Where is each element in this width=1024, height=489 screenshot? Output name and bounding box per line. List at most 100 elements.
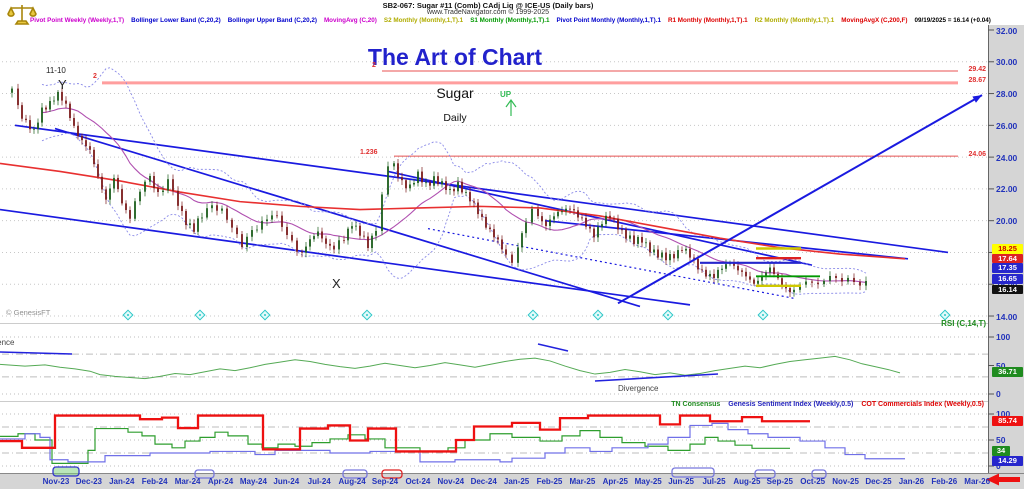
scroll-left-arrow-icon[interactable] bbox=[986, 473, 1020, 486]
candle-body bbox=[325, 238, 327, 244]
legend-item[interactable]: Bollinger Upper Band (C,20,2) bbox=[227, 16, 317, 24]
step-line-cot-commercials-index-weekly- bbox=[0, 414, 810, 453]
legend-item[interactable]: Genesis Sentiment Index (Weekly,0.5) bbox=[728, 401, 854, 408]
date-tick-label: Sep-25 bbox=[766, 477, 793, 486]
candle-body bbox=[505, 249, 507, 255]
price-tick-label: 26.00 bbox=[996, 120, 1018, 131]
candle-body bbox=[251, 230, 253, 237]
date-tick-label: Jan-25 bbox=[503, 477, 530, 486]
candle-body bbox=[226, 208, 228, 220]
date-note: 11-10 bbox=[46, 66, 66, 75]
price-tick-label: 24.00 bbox=[996, 152, 1018, 163]
panel-tick-label: 50 bbox=[996, 435, 1006, 445]
candle-body bbox=[425, 182, 427, 184]
moving-avg-200 bbox=[0, 162, 906, 260]
candle-body bbox=[393, 163, 395, 167]
legend-item[interactable]: MovingAvg (C,20) bbox=[323, 16, 377, 24]
price-tick-label: 20.00 bbox=[996, 216, 1018, 227]
trend-arrow bbox=[617, 94, 983, 305]
candle-body bbox=[266, 219, 268, 222]
candle-body bbox=[649, 242, 651, 253]
candle-body bbox=[793, 289, 795, 293]
date-tick-label: Aug-25 bbox=[733, 477, 761, 486]
indicator-value-box: 36.71 bbox=[992, 367, 1023, 377]
candle-body bbox=[363, 235, 365, 237]
trend-arrow-head bbox=[972, 95, 982, 103]
candle-body bbox=[85, 140, 87, 147]
timeframe-label: Daily bbox=[443, 112, 467, 124]
genesis-copyright: © GenesisFT bbox=[6, 308, 51, 317]
candle-body bbox=[637, 236, 639, 244]
legend-item[interactable]: MovingAvgX (C,200,F) bbox=[841, 16, 908, 24]
candle-body bbox=[549, 219, 551, 226]
candle-body bbox=[216, 205, 218, 211]
candle-body bbox=[375, 230, 377, 236]
candle-body bbox=[301, 251, 303, 253]
candle-body bbox=[351, 226, 353, 229]
legend-item[interactable]: Bollinger Lower Band (C,20,2) bbox=[131, 16, 221, 24]
lower-panel-legend: TN Consensus Genesis Sentiment Index (Wee… bbox=[671, 401, 984, 408]
divergence-line bbox=[537, 343, 569, 352]
date-tick-label: Jun-25 bbox=[668, 477, 694, 486]
expiry-diamond-icon bbox=[127, 314, 129, 316]
candle-body bbox=[829, 276, 831, 281]
cycle-bracket bbox=[754, 469, 776, 479]
legend-item[interactable]: R2 Monthly (Monthly,1,T).1 bbox=[754, 16, 835, 24]
legend-item[interactable]: Pivot Point Monthly (Monthly,1,T).1 bbox=[556, 16, 661, 24]
date-tick-label: Feb-26 bbox=[931, 477, 958, 486]
bollinger-lower bbox=[41, 132, 867, 295]
candle-body bbox=[733, 263, 735, 266]
app-logo-scales-icon bbox=[7, 5, 37, 25]
trendline bbox=[54, 127, 641, 308]
candle-body bbox=[693, 257, 695, 259]
legend-item[interactable]: S2 Monthly (Monthly,1,T).1 bbox=[383, 16, 464, 24]
price-tick-label: 32.00 bbox=[996, 25, 1018, 36]
level-2-label: 2 bbox=[372, 62, 376, 69]
candle-body bbox=[11, 88, 13, 93]
candle-body bbox=[17, 88, 19, 106]
panel-tick-label: 100 bbox=[996, 332, 1011, 342]
candle-body bbox=[685, 248, 687, 251]
candle-body bbox=[525, 222, 527, 234]
candle-body bbox=[29, 120, 31, 130]
candle-body bbox=[573, 209, 575, 211]
divergence-label-left: Divergence bbox=[0, 338, 15, 347]
candle-body bbox=[853, 277, 855, 283]
date-axis-strip[interactable] bbox=[0, 473, 1024, 489]
legend-item[interactable]: R1 Monthly (Monthly,1,T).1 bbox=[667, 16, 748, 24]
candle-body bbox=[681, 250, 683, 251]
indicator-value-box: 16.65 bbox=[992, 274, 1023, 284]
legend-item[interactable]: TN Consensus bbox=[671, 401, 721, 408]
date-tick-label: Jan-24 bbox=[109, 477, 135, 486]
legend-item[interactable]: S1 Monthly (Monthly,1,T).1 bbox=[470, 16, 550, 24]
date-tick-label: Mar-25 bbox=[569, 477, 596, 486]
candle-body bbox=[305, 246, 307, 253]
candle-body bbox=[765, 272, 767, 276]
candle-body bbox=[113, 177, 115, 189]
candle-body bbox=[501, 239, 503, 250]
legend-item[interactable]: Pivot Point Weekly (Weekly,1,T) bbox=[30, 16, 125, 24]
candle-body bbox=[537, 208, 539, 217]
candle-body bbox=[129, 210, 131, 219]
candle-body bbox=[569, 208, 571, 210]
candle-body bbox=[291, 235, 293, 241]
candle-body bbox=[61, 91, 63, 101]
cycle-bracket bbox=[381, 469, 403, 479]
legend-item[interactable]: COT Commercials Index (Weekly,0.5) bbox=[861, 401, 984, 408]
candle-body bbox=[177, 190, 179, 206]
expiry-diamond-icon bbox=[199, 314, 201, 316]
panel-tick-label: 100 bbox=[996, 409, 1011, 419]
legend-item[interactable]: 09/19/2025 = 16.14 (+0.04) bbox=[914, 16, 991, 24]
candle-body bbox=[321, 231, 323, 239]
date-tick-label: Nov-24 bbox=[437, 477, 465, 486]
date-tick-label: Oct-25 bbox=[800, 477, 826, 486]
candle-body bbox=[701, 269, 703, 271]
candle-body bbox=[21, 105, 23, 119]
cycle-bracket bbox=[811, 469, 827, 479]
indicator-value-box: 85.74 bbox=[992, 416, 1023, 426]
candle-body bbox=[45, 107, 47, 110]
window-title: SB2-067: Sugar #11 (Comb) CAdj Liq @ ICE… bbox=[382, 1, 594, 10]
candle-body bbox=[421, 171, 423, 183]
candle-body bbox=[197, 218, 199, 232]
